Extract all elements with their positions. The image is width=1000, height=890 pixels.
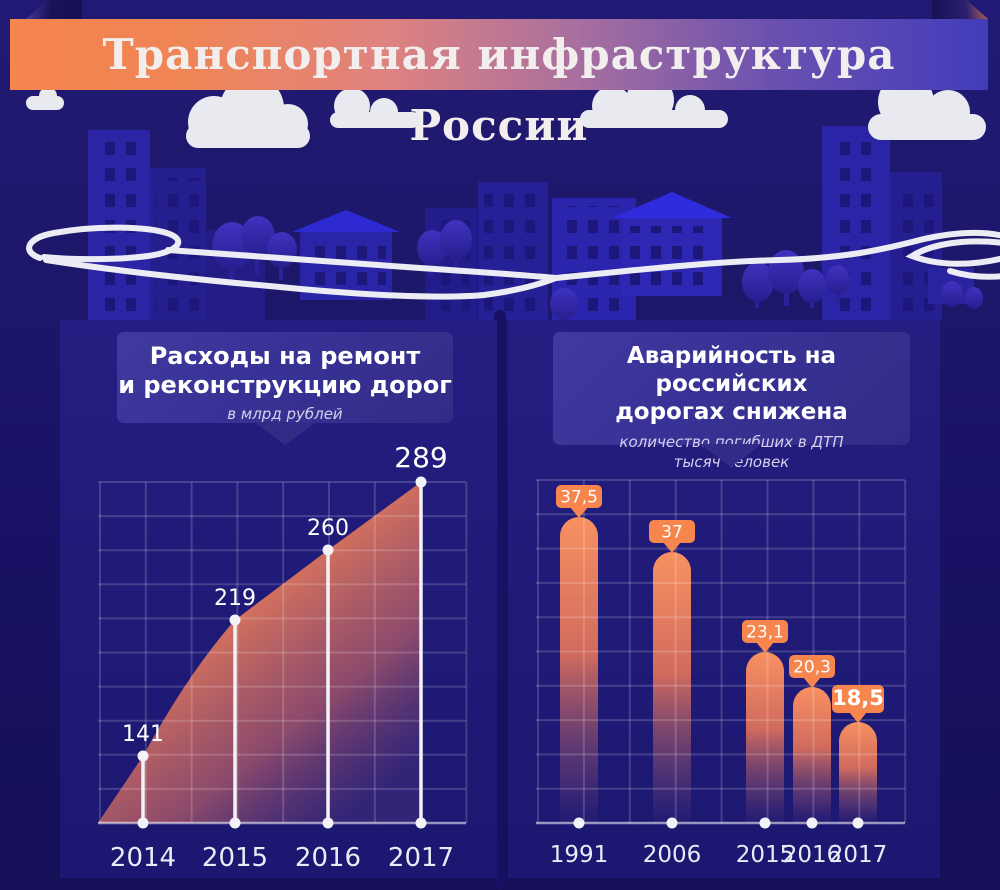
year-label: 2014 — [110, 843, 176, 873]
value-bubble-pointer — [849, 712, 867, 723]
value-bubble — [742, 620, 788, 643]
value-bubble-pointer — [803, 677, 821, 688]
road — [26, 224, 1000, 300]
baseline-dot — [759, 817, 771, 829]
accidents-subtitle-line1: количество погибших в ДТП — [619, 433, 844, 451]
year-label: 1991 — [550, 842, 609, 868]
value-bubble — [789, 655, 835, 678]
year-label: 2017 — [388, 843, 454, 873]
value-label: 289 — [394, 441, 447, 474]
data-point-dot — [137, 750, 149, 762]
accidents-title-line2: дорогах снижена — [615, 399, 848, 425]
baseline-dot — [137, 817, 149, 829]
year-label: 2015 — [736, 842, 795, 868]
baseline-dot — [322, 817, 334, 829]
house-left — [292, 210, 400, 300]
banner-fold-left — [26, 0, 82, 19]
accidents-title-bubble: Аварийность на российских дорогах снижен… — [553, 332, 910, 471]
value-label: 219 — [214, 586, 256, 611]
baseline-dot — [415, 817, 427, 829]
year-label: 2015 — [202, 843, 268, 873]
city-illustration — [26, 90, 1000, 320]
baseline-dot — [852, 817, 864, 829]
banner-ribbon: Транспортная инфраструктура России — [10, 19, 988, 150]
clouds — [26, 90, 986, 148]
bar — [560, 517, 598, 823]
value-bubble-pointer — [663, 542, 681, 553]
value-label: 260 — [307, 516, 349, 541]
spending-subtitle: в млрд рублей — [227, 405, 343, 423]
year-label: 2016 — [295, 843, 361, 873]
bar — [746, 652, 784, 823]
value-label: 20,3 — [793, 658, 831, 678]
building-tower-right — [822, 126, 890, 320]
spending-title-line1: Расходы на ремонт — [149, 342, 421, 370]
data-point-dot — [322, 544, 334, 556]
year-label: 2017 — [829, 842, 888, 868]
data-point-dot — [229, 614, 241, 626]
baseline-dot — [229, 817, 241, 829]
spending-title-bubble: Расходы на ремонт и реконструкцию дорог … — [117, 332, 453, 423]
spending-title-line2: и реконструкцию дорог — [118, 371, 452, 399]
bar — [839, 722, 877, 823]
accidents-title-line1: Аварийность на российских — [626, 343, 837, 397]
baseline-dot — [666, 817, 678, 829]
value-label: 18,5 — [832, 686, 884, 710]
year-label: 2016 — [783, 842, 842, 868]
bar — [793, 687, 831, 823]
baseline-dot — [573, 817, 585, 829]
value-label: 37 — [661, 523, 683, 543]
year-label: 2006 — [643, 842, 702, 868]
banner-fold-right — [932, 0, 988, 19]
bar — [653, 552, 691, 823]
value-bubble — [649, 520, 695, 543]
house-right — [612, 192, 732, 296]
value-bubble-pointer — [570, 507, 588, 518]
spending-chart-panel: 141 2014 219 2015 260 2016 289 2017 Расходы на … — [60, 320, 497, 878]
baseline-dot — [806, 817, 818, 829]
value-label: 37,5 — [560, 488, 598, 508]
value-bubble — [556, 485, 602, 508]
value-bubble — [832, 685, 884, 713]
accidents-bar-chart: 37,5 1991 37 2006 23,1 2015 20,3 2016 18,5 2017 — [536, 479, 907, 868]
panel-divider — [494, 310, 506, 890]
data-point-dot — [415, 476, 427, 488]
building — [478, 182, 548, 320]
spending-area-chart: 141 2014 219 2015 260 2016 289 2017 — [98, 441, 468, 873]
value-label: 141 — [122, 722, 164, 747]
value-bubble-pointer — [756, 642, 774, 653]
value-label: 23,1 — [746, 623, 784, 643]
accidents-chart-panel: 37,5 1991 37 2006 23,1 2015 20,3 2016 18,5 2017 А… — [508, 320, 940, 878]
area-fill — [98, 482, 421, 823]
page-title: Транспортная инфраструктура России — [102, 30, 896, 150]
